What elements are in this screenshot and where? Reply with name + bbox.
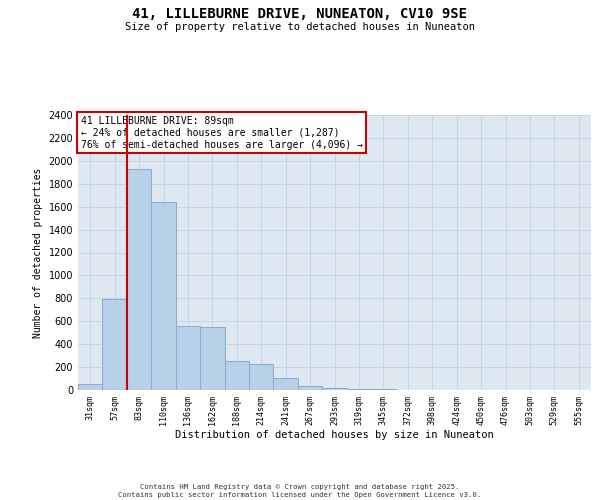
Bar bbox=[347, 389, 371, 390]
Bar bbox=[298, 386, 322, 390]
Bar bbox=[224, 362, 249, 390]
Bar bbox=[103, 300, 127, 390]
X-axis label: Distribution of detached houses by size in Nuneaton: Distribution of detached houses by size … bbox=[175, 430, 494, 440]
Bar bbox=[78, 384, 103, 390]
Bar bbox=[127, 169, 151, 390]
Bar bbox=[176, 326, 200, 390]
Bar bbox=[322, 388, 347, 390]
Bar bbox=[274, 378, 298, 390]
Text: 41, LILLEBURNE DRIVE, NUNEATON, CV10 9SE: 41, LILLEBURNE DRIVE, NUNEATON, CV10 9SE bbox=[133, 8, 467, 22]
Bar bbox=[200, 327, 224, 390]
Text: 41 LILLEBURNE DRIVE: 89sqm
← 24% of detached houses are smaller (1,287)
76% of s: 41 LILLEBURNE DRIVE: 89sqm ← 24% of deta… bbox=[80, 116, 362, 150]
Y-axis label: Number of detached properties: Number of detached properties bbox=[33, 168, 43, 338]
Text: Size of property relative to detached houses in Nuneaton: Size of property relative to detached ho… bbox=[125, 22, 475, 32]
Bar bbox=[249, 364, 274, 390]
Bar bbox=[151, 202, 176, 390]
Text: Contains HM Land Registry data © Crown copyright and database right 2025.
Contai: Contains HM Land Registry data © Crown c… bbox=[118, 484, 482, 498]
